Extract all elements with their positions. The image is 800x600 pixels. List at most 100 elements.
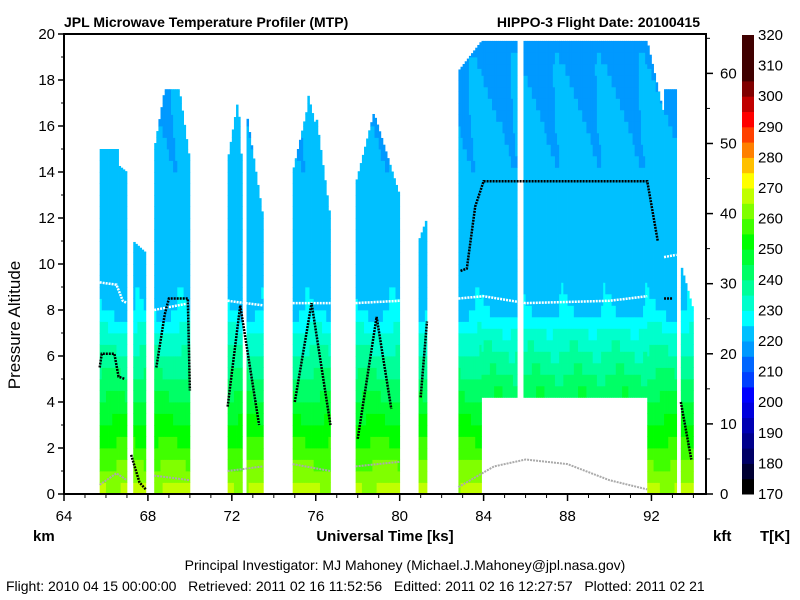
curtain-cell: [370, 229, 373, 242]
curtain-cell: [168, 333, 172, 345]
curtain-cell: [569, 178, 573, 191]
curtain-cell: [538, 190, 541, 203]
curtain-cell: [154, 195, 157, 207]
curtain-cell: [372, 149, 375, 161]
curtain-cell: [141, 367, 145, 380]
curtain-cell: [175, 287, 178, 299]
curtain-cell: [254, 183, 258, 196]
curtain-cell: [542, 282, 545, 295]
curtain-cell: [254, 321, 258, 334]
curtain-cell: [160, 298, 164, 311]
curtain-cell: [366, 172, 369, 184]
curtain-cell: [185, 356, 189, 368]
curtain-cell: [510, 247, 514, 260]
curtain-cell: [122, 241, 126, 253]
curtain-cell: [489, 328, 493, 341]
curtain-cell: [542, 259, 545, 272]
curtain-cell: [506, 52, 510, 65]
curtain-cell: [370, 172, 373, 184]
curtain-cell: [464, 436, 468, 449]
curtain-cell: [586, 98, 589, 111]
curtain-cell: [108, 160, 111, 173]
curtain-cell: [475, 252, 478, 265]
curtain-cell: [586, 213, 589, 226]
curtain-cell: [586, 201, 589, 214]
curtain-cell: [561, 316, 564, 329]
curtain-cell: [311, 126, 315, 138]
curtain-cell: [458, 91, 461, 104]
curtain-cell: [166, 425, 170, 437]
curtain-cell: [294, 425, 298, 437]
curtain-cell: [531, 109, 535, 122]
curtain-cell: [538, 316, 541, 329]
curtain-cell: [110, 264, 113, 276]
curtain-cell: [590, 351, 594, 364]
curtain-cell: [487, 305, 491, 318]
curtain-cell: [380, 287, 384, 299]
curtain-cell: [473, 68, 476, 81]
curtain-cell: [494, 362, 497, 375]
curtain-cell: [601, 121, 604, 134]
curtain-cell: [471, 379, 474, 391]
curtain-cell: [233, 321, 237, 334]
curtain-cell: [599, 155, 602, 168]
curtain-cell: [238, 482, 241, 495]
curtain-cell: [374, 471, 378, 483]
curtain-cell: [246, 218, 250, 230]
curtain-cell: [112, 310, 115, 322]
curtain-cell: [481, 52, 485, 65]
curtain-cell: [466, 471, 470, 483]
curtain-cell: [311, 367, 315, 380]
curtain-cell: [166, 172, 170, 184]
curtain-cell: [569, 40, 573, 53]
curtain-cell: [477, 321, 480, 334]
curtain-cell: [533, 247, 537, 260]
curtain-cell: [108, 413, 111, 426]
curtain-cell: [311, 172, 315, 184]
curtain-cell: [227, 183, 231, 196]
curtain-cell: [542, 121, 545, 134]
curtain-cell: [552, 155, 556, 168]
curtain-cell: [380, 333, 384, 345]
curtain-cell: [573, 362, 577, 375]
curtain-cell: [187, 195, 191, 207]
curtain-cell: [359, 287, 363, 299]
curtain-cell: [141, 287, 145, 299]
curtain-cell: [378, 459, 382, 472]
curtain-cell: [368, 206, 371, 219]
curtain-cell: [168, 137, 172, 150]
curtain-cell: [538, 86, 541, 99]
curtain-cell: [567, 63, 571, 76]
curtain-cell: [395, 275, 398, 288]
curtain-cell: [118, 172, 122, 184]
curtain-cell: [422, 482, 426, 495]
curtain-cell: [311, 183, 315, 196]
curtain-cell: [460, 482, 464, 495]
curtain-cell: [575, 178, 579, 191]
curtain-cell: [238, 298, 241, 311]
curtain-cell: [468, 333, 472, 345]
curtain-cell: [573, 213, 577, 226]
curtain-cell: [154, 459, 157, 472]
curtain-cell: [357, 482, 361, 495]
curtain-cell: [116, 160, 119, 173]
curtain-cell: [118, 367, 122, 380]
curtain-cell: [460, 379, 464, 391]
curtain-cell: [571, 282, 575, 295]
curtain-cell: [250, 379, 254, 391]
curtain-cell: [557, 155, 560, 168]
curtain-cell: [510, 236, 514, 249]
curtain-cell: [559, 144, 562, 157]
curtain-cell: [168, 344, 172, 357]
curtain-cell: [355, 413, 359, 426]
curtain-cell: [137, 264, 140, 276]
curtain-cell: [166, 252, 170, 265]
curtain-cell: [458, 241, 461, 253]
curtain-cell: [173, 413, 176, 426]
curtain-cell: [154, 160, 157, 173]
curtain-cell: [236, 241, 239, 253]
curtain-cell: [462, 344, 466, 357]
curtain-cell: [510, 316, 514, 329]
curtain-cell: [582, 201, 585, 214]
curtain-cell: [124, 252, 128, 265]
